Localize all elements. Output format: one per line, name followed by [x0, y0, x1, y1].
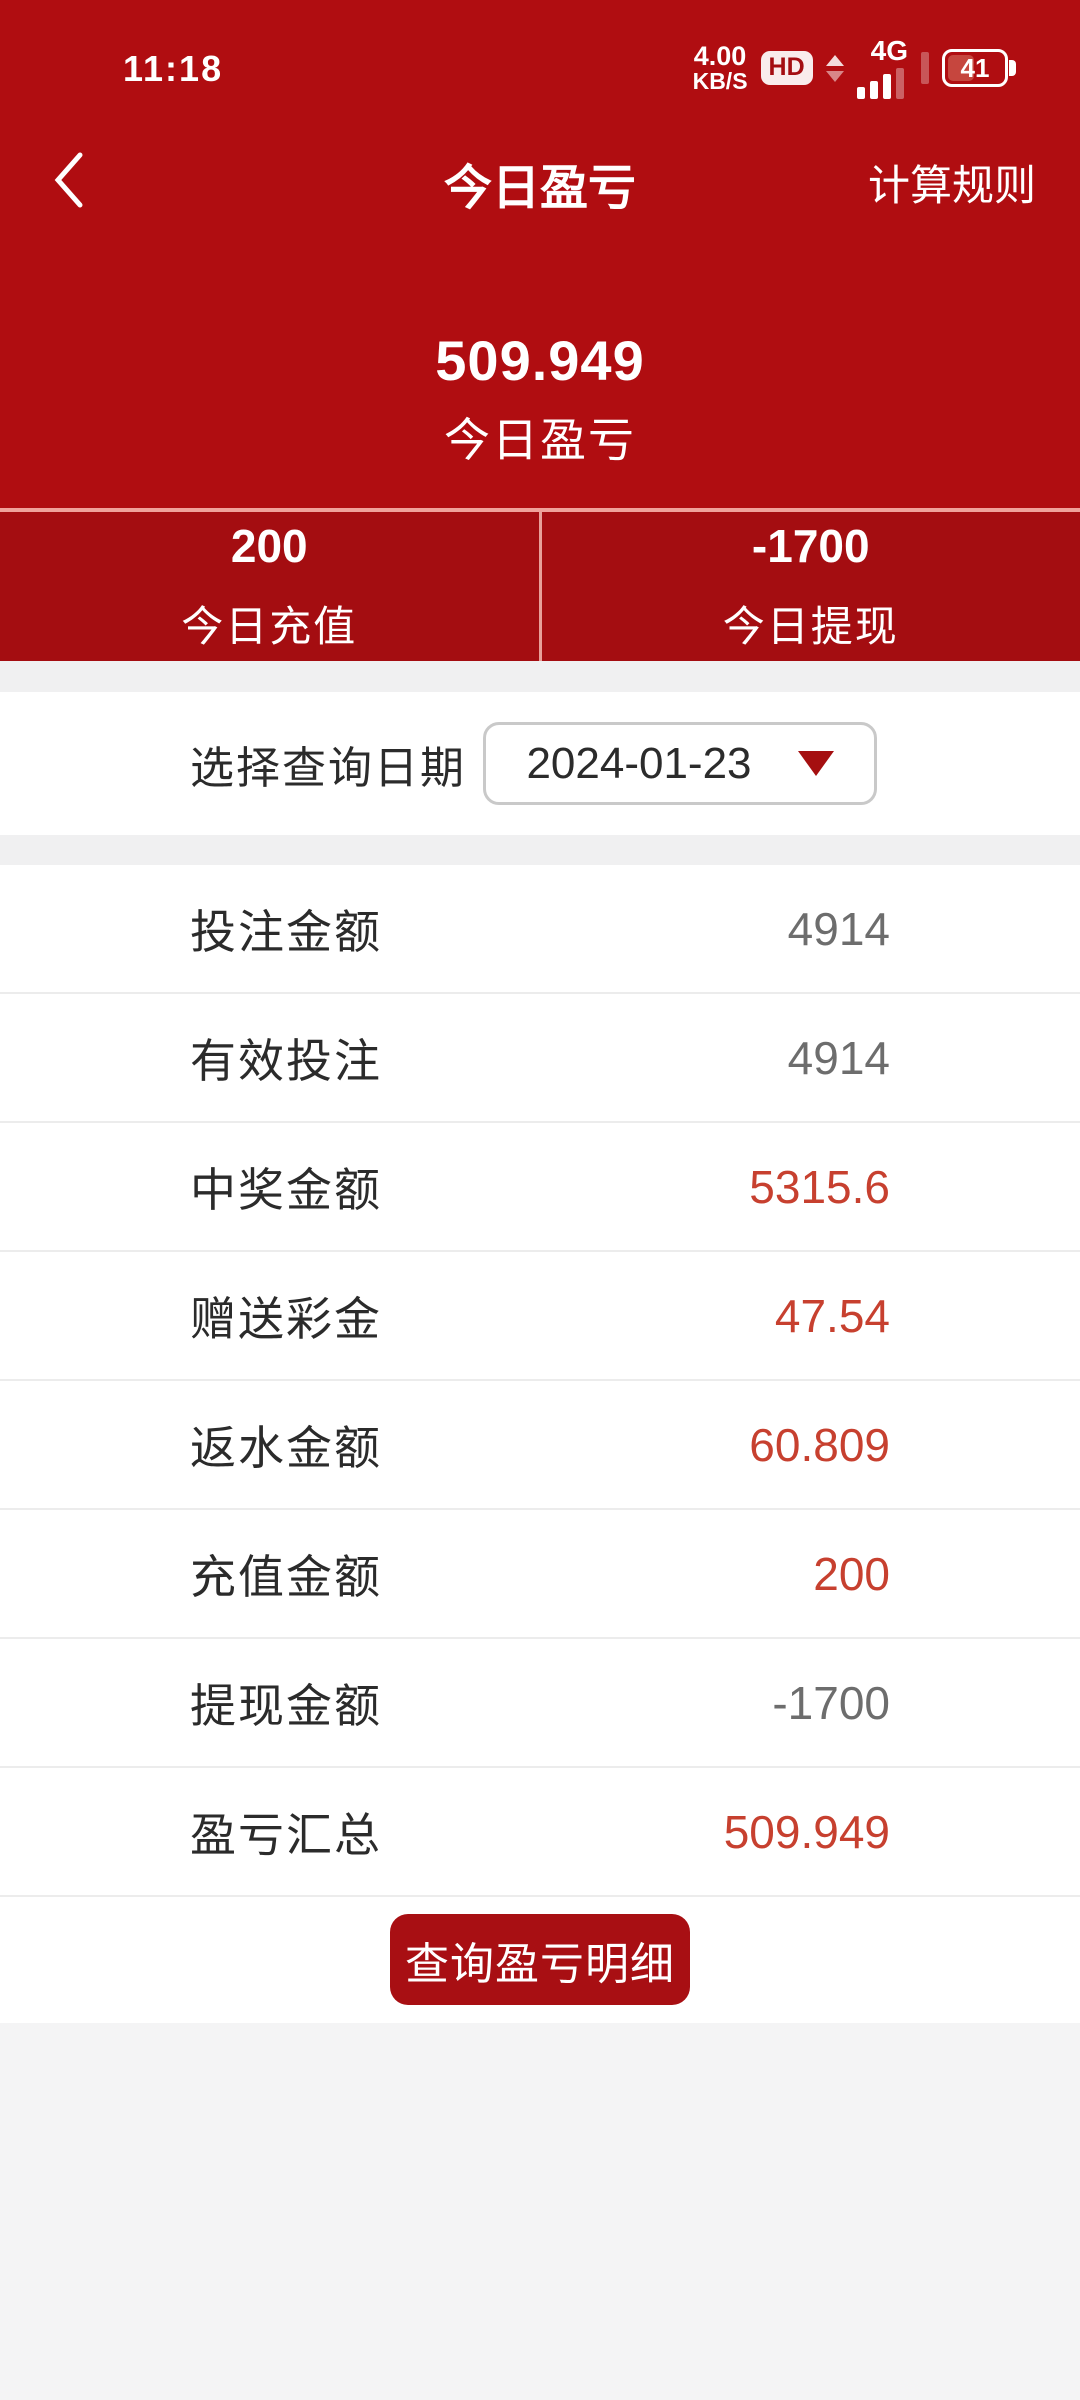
battery-icon: 41: [942, 49, 1016, 87]
signal-bar-3: [882, 74, 891, 99]
today-withdraw-cell: -1700 今日提现: [538, 512, 1080, 661]
row-value: 5315.6: [749, 1160, 890, 1213]
profit-amount-label: 今日盈亏: [444, 414, 636, 466]
nav-header: 今日盈亏 计算规则: [0, 140, 1080, 220]
row-value: 509.949: [723, 1805, 890, 1858]
today-withdraw-label: 今日提现: [722, 603, 899, 650]
row-label: 有效投注: [190, 1034, 382, 1087]
table-row: 充值金额 200: [0, 1510, 1080, 1639]
table-row: 赠送彩金 47.54: [0, 1252, 1080, 1381]
hd-badge-icon: HD: [760, 51, 813, 85]
upload-arrow-icon: [825, 54, 844, 66]
clock-text: 11:18: [123, 48, 224, 89]
network-speed: 4.00 KB/S: [693, 43, 748, 93]
row-label: 投注金额: [190, 905, 382, 958]
signal-bar-4: [895, 68, 904, 99]
row-value: -1700: [772, 1676, 890, 1729]
table-row: 提现金额 -1700: [0, 1639, 1080, 1768]
row-label: 赠送彩金: [190, 1292, 382, 1345]
today-recharge-label: 今日充值: [181, 603, 358, 650]
network-type-label: 4G: [870, 35, 908, 66]
profit-amount: 509.949: [435, 329, 645, 392]
sim2-signal-icon: [921, 52, 929, 84]
calc-rules-link[interactable]: 计算规则: [867, 162, 1036, 209]
details-list: 投注金额 4914 有效投注 4914 中奖金额 5315.6 赠送彩金 47.…: [0, 865, 1080, 1897]
battery-fill: [948, 55, 975, 81]
signal-bar-2: [869, 81, 878, 99]
download-arrow-icon: [825, 70, 844, 82]
network-speed-value: 4.00: [693, 41, 747, 71]
signal-bars-icon: [856, 68, 904, 99]
date-picker-row: 选择查询日期 2024-01-23: [0, 692, 1080, 835]
signal-4g-icon: 4G: [856, 35, 908, 99]
back-button[interactable]: [38, 144, 98, 216]
data-activity-icon: [825, 54, 844, 82]
date-picker-label: 选择查询日期: [190, 743, 466, 793]
today-withdraw-value: -1700: [751, 520, 870, 572]
battery-level: 41: [960, 52, 990, 83]
table-row: 中奖金额 5315.6: [0, 1123, 1080, 1252]
signal-bar-1: [856, 87, 865, 99]
today-recharge-cell: 200 今日充值: [0, 512, 539, 661]
table-row: 投注金额 4914: [0, 865, 1080, 994]
today-summary-band: 200 今日充值 -1700 今日提现: [0, 508, 1080, 661]
button-row: 查询盈亏明细: [0, 1897, 1080, 2023]
battery-nub: [1009, 60, 1016, 76]
table-row: 盈亏汇总 509.949: [0, 1768, 1080, 1897]
row-label: 提现金额: [190, 1679, 382, 1732]
status-bar: 11:18 4.00 KB/S HD 4G: [0, 37, 1080, 99]
table-row: 有效投注 4914: [0, 994, 1080, 1123]
row-label: 充值金额: [190, 1550, 382, 1603]
row-label: 盈亏汇总: [190, 1808, 382, 1861]
footer-space: [0, 2023, 1080, 2400]
row-value: 4914: [787, 902, 890, 955]
status-icons: 4.00 KB/S HD 4G: [693, 37, 1016, 99]
hero-section: 11:18 4.00 KB/S HD 4G: [0, 0, 1080, 508]
chevron-left-icon: [54, 152, 83, 208]
date-picker-dropdown[interactable]: 2024-01-23: [483, 722, 877, 805]
table-row: 返水金额 60.809: [0, 1381, 1080, 1510]
row-value: 47.54: [774, 1289, 890, 1342]
row-value: 60.809: [749, 1418, 890, 1471]
row-value: 4914: [787, 1031, 890, 1084]
page-title: 今日盈亏: [443, 162, 636, 215]
section-gap: [0, 835, 1080, 865]
row-value: 200: [813, 1547, 890, 1600]
section-gap: [0, 661, 1080, 692]
chevron-down-icon: [797, 751, 834, 776]
query-profit-details-button[interactable]: 查询盈亏明细: [390, 1914, 690, 2005]
row-label: 返水金额: [190, 1421, 382, 1474]
today-recharge-value: 200: [230, 520, 308, 572]
row-label: 中奖金额: [190, 1163, 382, 1216]
network-speed-unit: KB/S: [692, 68, 748, 94]
date-picker-value: 2024-01-23: [526, 738, 752, 788]
